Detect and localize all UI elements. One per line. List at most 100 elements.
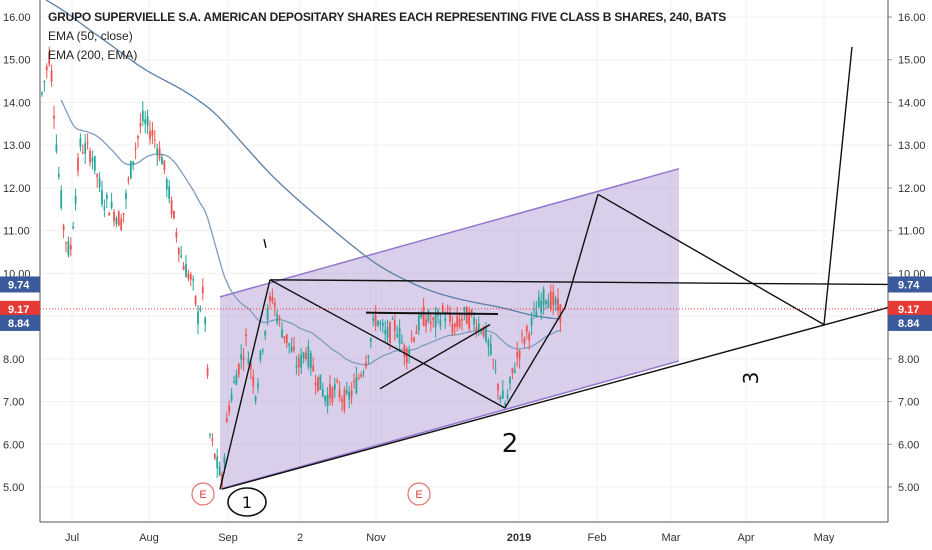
candle-body: [480, 331, 483, 333]
candle-body: [429, 321, 432, 324]
candle-body: [89, 151, 91, 163]
candle-body: [499, 397, 502, 400]
candle-body: [151, 130, 154, 136]
candle-body: [122, 212, 125, 215]
wave-line-1: [219, 279, 271, 490]
candle-body: [182, 265, 185, 270]
y-tick-label: 6.00: [898, 439, 919, 451]
candle-body: [336, 380, 339, 382]
candle-body: [101, 190, 103, 205]
candle-body: [149, 131, 151, 139]
y-tick-label-left: 14.00: [3, 97, 31, 109]
y-tick-label: 7.00: [898, 397, 919, 409]
candle-body: [302, 352, 305, 359]
candle-body: [449, 314, 451, 322]
candle-body: [547, 300, 550, 308]
candle-body: [117, 211, 120, 226]
candle-body: [161, 157, 163, 165]
candle-body: [216, 456, 219, 469]
price-tag-left-text: 8.84: [8, 318, 30, 330]
candle-body: [197, 311, 199, 324]
candle-body: [470, 309, 473, 314]
candle-body: [129, 161, 132, 179]
wave-line-6: [823, 46, 853, 325]
candle-body: [405, 348, 408, 364]
candle-body: [485, 326, 487, 342]
candle-body: [314, 382, 317, 386]
candle-body: [348, 391, 351, 400]
candle-body: [533, 309, 535, 311]
candle-body: [554, 298, 557, 305]
candle-body: [381, 322, 384, 327]
candle-body: [521, 333, 523, 335]
candle-body: [540, 300, 543, 313]
candle-body: [482, 326, 485, 337]
y-tick-label: 13.00: [898, 140, 926, 152]
drawing-channel: [219, 167, 680, 490]
candle-body: [545, 300, 547, 304]
candle-body: [422, 306, 425, 326]
candle-body: [355, 377, 358, 394]
candle-body: [125, 193, 127, 200]
candle-body: [523, 338, 526, 344]
horizontal-resistance-line: [269, 279, 889, 286]
price-tag-right: [888, 300, 932, 317]
candle-body: [242, 357, 245, 361]
candle-body: [379, 322, 382, 324]
candle-body: [228, 405, 231, 413]
candle-body: [365, 362, 367, 368]
legend-ema-200: EMA (200, EMA): [48, 48, 138, 62]
x-tick-label: Aug: [139, 532, 159, 544]
candle-body: [509, 377, 511, 384]
candle-body: [72, 226, 75, 229]
candle-body: [410, 338, 413, 340]
candle-body: [326, 394, 329, 406]
candle-body: [413, 337, 415, 342]
candle-body: [74, 195, 77, 204]
y-tick-label-left: 5.00: [3, 482, 24, 494]
candle-body: [398, 328, 401, 344]
candle-body: [439, 319, 442, 327]
candle-body: [57, 174, 60, 177]
price-tag-left: [0, 314, 40, 331]
candle-body: [559, 304, 562, 322]
candle-body: [293, 346, 295, 351]
price-tag-left: [0, 276, 40, 293]
candle-body: [86, 141, 89, 143]
earnings-marker-circle: [191, 482, 215, 506]
candle-body: [319, 374, 322, 390]
candle-body: [357, 377, 360, 379]
candle-body: [247, 358, 250, 365]
candle-body: [233, 381, 235, 383]
y-tick-label-left: 12.00: [3, 183, 31, 195]
price-tag-left-text: 9.17: [8, 304, 29, 316]
candle-body: [408, 350, 411, 355]
x-tick-label: Apr: [737, 532, 754, 544]
candle-body: [372, 318, 375, 321]
candle-body: [487, 340, 490, 346]
candle-body: [189, 274, 192, 280]
candle-body: [156, 148, 159, 156]
candle-body: [108, 212, 111, 216]
candle-body: [283, 336, 286, 339]
candle-body: [535, 311, 538, 318]
candle-body: [312, 365, 315, 371]
candle-body: [297, 357, 300, 368]
candle-body: [254, 396, 257, 402]
candle-body: [91, 157, 94, 162]
candle-body: [391, 318, 394, 320]
x-tick-label: Feb: [588, 532, 607, 544]
candle-body: [264, 331, 267, 336]
candle-body: [518, 350, 521, 359]
candle-body: [230, 394, 233, 401]
price-tag-right-text: 9.17: [898, 304, 919, 316]
y-tick-label: 12.00: [898, 183, 926, 195]
candle-body: [245, 334, 247, 337]
y-tick-label: 14.00: [898, 97, 926, 109]
candle-body: [261, 349, 264, 352]
price-tag-right: [888, 314, 932, 331]
candle-body: [127, 179, 130, 181]
candle-body: [67, 241, 70, 256]
candle-body: [528, 333, 531, 341]
